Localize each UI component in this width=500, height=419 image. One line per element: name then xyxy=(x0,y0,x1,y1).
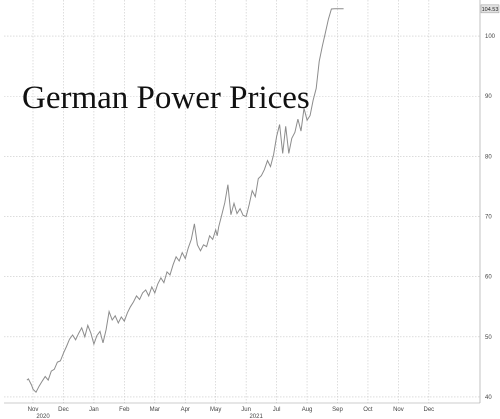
x-tick-label-may-6: May xyxy=(210,407,221,413)
series-line-german-power-price xyxy=(26,8,344,394)
x-year-label-2021: 2021 xyxy=(249,414,263,419)
y-tick-label-40: 40 xyxy=(485,395,492,401)
axis-layer: 40 50 60 70 80 90 100 Nov Dec Jan Feb Mar Apr May Jun J… xyxy=(4,0,496,419)
x-tick-label-nov-0: Nov xyxy=(28,407,39,413)
x-tick-label-apr-5: Apr xyxy=(181,407,190,413)
y-tick-label-100: 100 xyxy=(485,34,496,40)
y-tick-label-70: 70 xyxy=(485,215,492,221)
x-tick-label-nov-12: Nov xyxy=(393,407,404,413)
x-year-label-2020: 2020 xyxy=(36,414,50,419)
x-tick-label-dec-1: Dec xyxy=(58,407,69,413)
x-tick-label-dec-13: Dec xyxy=(424,407,435,413)
x-tick-label-jan-2: Jan xyxy=(89,407,99,413)
y-tick-label-50: 50 xyxy=(485,335,492,341)
y-tick-label-90: 90 xyxy=(485,94,492,100)
last-value-label: 104.53 xyxy=(482,7,499,13)
x-tick-label-feb-3: Feb xyxy=(119,407,130,413)
x-tick-label-jun-7: Jun xyxy=(241,407,251,413)
x-tick-label-aug-9: Aug xyxy=(302,407,313,413)
x-tick-label-oct-11: Oct xyxy=(363,407,373,413)
series-layer xyxy=(26,8,344,394)
grid-layer xyxy=(4,0,480,403)
last-value-badge-box xyxy=(480,4,500,14)
chart-title: German Power Prices xyxy=(22,80,310,116)
x-tick-label-mar-4: Mar xyxy=(150,407,160,413)
y-tick-label-60: 60 xyxy=(485,275,492,281)
last-value-badge: 104.53 xyxy=(480,4,500,14)
x-tick-label-jul-8: Jul xyxy=(273,407,281,413)
y-tick-label-80: 80 xyxy=(485,154,492,160)
x-tick-label-sep-10: Sep xyxy=(332,407,343,413)
